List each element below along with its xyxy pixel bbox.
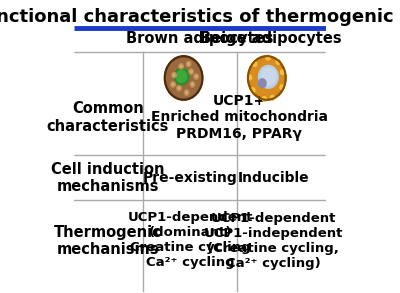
Circle shape xyxy=(177,86,181,91)
Circle shape xyxy=(258,65,278,88)
Circle shape xyxy=(189,69,193,74)
Circle shape xyxy=(166,58,201,98)
Text: Thermogenic
mechanisms: Thermogenic mechanisms xyxy=(54,225,162,258)
Circle shape xyxy=(270,96,274,100)
Text: Cell induction
mechanisms: Cell induction mechanisms xyxy=(51,161,165,194)
Circle shape xyxy=(253,62,257,67)
Circle shape xyxy=(261,68,276,86)
Circle shape xyxy=(258,79,266,88)
Circle shape xyxy=(186,62,191,67)
Text: UCP1-dependent
UCP1-independent
(Creatine cycling,
Ca²⁺ cycling): UCP1-dependent UCP1-independent (Creatin… xyxy=(204,212,343,270)
Circle shape xyxy=(172,73,176,78)
Circle shape xyxy=(176,70,187,83)
Circle shape xyxy=(266,55,270,60)
Circle shape xyxy=(190,82,195,87)
Circle shape xyxy=(251,88,255,93)
Circle shape xyxy=(194,74,198,79)
Text: Brown adipocytes: Brown adipocytes xyxy=(126,31,274,46)
Circle shape xyxy=(179,64,183,69)
Text: Common
characteristics: Common characteristics xyxy=(47,101,169,134)
Text: Functional characteristics of thermogenic fat: Functional characteristics of thermogeni… xyxy=(0,8,400,26)
Circle shape xyxy=(280,85,284,90)
Circle shape xyxy=(250,58,284,98)
Text: Beige adipocytes: Beige adipocytes xyxy=(200,31,342,46)
Circle shape xyxy=(174,68,189,85)
Circle shape xyxy=(171,82,175,87)
Text: Pre-existing: Pre-existing xyxy=(143,171,238,185)
Circle shape xyxy=(184,90,189,95)
Text: UCP1+
Enriched mitochondria
PRDM16, PPARγ: UCP1+ Enriched mitochondria PRDM16, PPAR… xyxy=(150,94,328,141)
Circle shape xyxy=(262,97,266,101)
Circle shape xyxy=(165,56,202,100)
Circle shape xyxy=(276,59,280,64)
Circle shape xyxy=(280,70,284,74)
Text: UCP1-dependent
(dominant)
Creatine cycling
Ca²⁺ cycling: UCP1-dependent (dominant) Creatine cycli… xyxy=(128,211,253,269)
Circle shape xyxy=(248,75,252,80)
Text: Inducible: Inducible xyxy=(237,171,309,185)
Circle shape xyxy=(248,56,286,100)
